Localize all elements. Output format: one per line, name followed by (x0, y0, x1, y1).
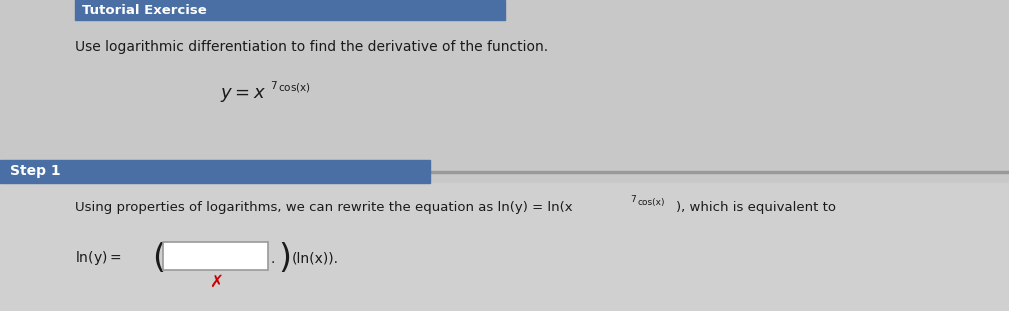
Text: ✗: ✗ (209, 273, 222, 291)
Text: (ln(x)).: (ln(x)). (292, 251, 339, 265)
Text: $y = x$: $y = x$ (220, 86, 266, 104)
Text: Step 1: Step 1 (10, 165, 61, 179)
Text: ), which is equivalent to: ), which is equivalent to (676, 201, 836, 213)
Text: Use logarithmic differentiation to find the derivative of the function.: Use logarithmic differentiation to find … (75, 40, 548, 54)
Text: ·: · (271, 256, 275, 270)
Bar (0, 183, 1009, 311)
Bar (0, 160, 430, 183)
Text: 7: 7 (630, 194, 636, 203)
Text: ): ) (278, 242, 291, 275)
Text: Tutorial Exercise: Tutorial Exercise (82, 3, 207, 16)
Text: Using properties of logarithms, we can rewrite the equation as ln(y) = ln(x: Using properties of logarithms, we can r… (75, 201, 573, 213)
Bar (430, 171, 1009, 173)
Text: $7$: $7$ (270, 79, 277, 91)
Bar (163, 242, 268, 270)
Text: (: ( (152, 242, 165, 275)
Text: $\mathrm{cos(x)}$: $\mathrm{cos(x)}$ (278, 81, 311, 94)
Text: $\mathrm{ln(y) = }$: $\mathrm{ln(y) = }$ (75, 249, 121, 267)
Text: cos(x): cos(x) (637, 197, 665, 207)
Bar (75, 0, 504, 20)
